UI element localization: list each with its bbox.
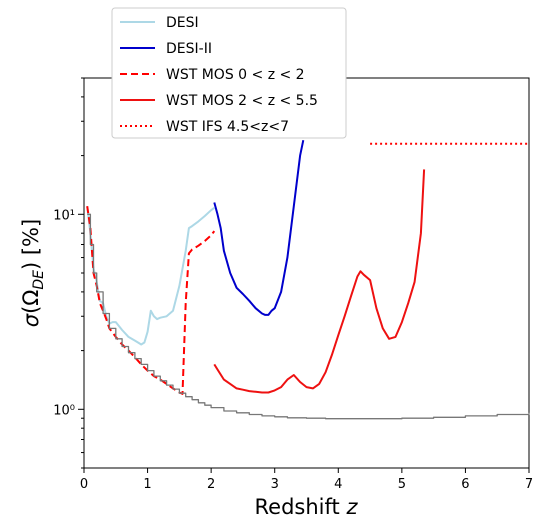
- x-axis-title: Redshift z: [255, 495, 359, 519]
- series-line-0: [86, 206, 215, 346]
- y-axis: 10⁰ 10¹: [53, 77, 84, 469]
- x-tick-label-3: 3: [271, 477, 279, 492]
- x-tick-label-5: 5: [398, 477, 406, 492]
- legend-box: [111, 7, 347, 139]
- legend-label-1: DESI-II: [166, 41, 212, 57]
- series-line-3: [213, 169, 426, 394]
- series-layer: [86, 139, 530, 420]
- x-tick-label-0: 0: [80, 477, 88, 492]
- y-tick-label-1: 10¹: [53, 208, 75, 223]
- x-tick-label-6: 6: [461, 477, 469, 492]
- legend-label-4: WST IFS 4.5<z<7: [166, 119, 289, 135]
- y-tick-label-0: 10⁰: [53, 403, 75, 418]
- x-tick-label-4: 4: [334, 477, 342, 492]
- legend-label-3: WST MOS 2 < z < 5.5: [166, 93, 318, 109]
- x-axis: 0 1 2 3 4 5 6 7: [80, 468, 533, 492]
- series-line-5: [87, 213, 530, 420]
- legend: DESI DESI-II WST MOS 0 < z < 2 WST MOS 2 < …: [111, 7, 347, 139]
- legend-label-0: DESI: [166, 15, 199, 31]
- y-axis-title: σ(ΩDE) [%]: [19, 219, 47, 327]
- x-tick-label-7: 7: [525, 477, 533, 492]
- series-line-2: [86, 206, 216, 395]
- x-tick-label-2: 2: [207, 477, 215, 492]
- legend-label-2: WST MOS 0 < z < 2: [166, 67, 305, 83]
- series-line-1: [213, 139, 305, 316]
- x-tick-label-1: 1: [143, 477, 151, 492]
